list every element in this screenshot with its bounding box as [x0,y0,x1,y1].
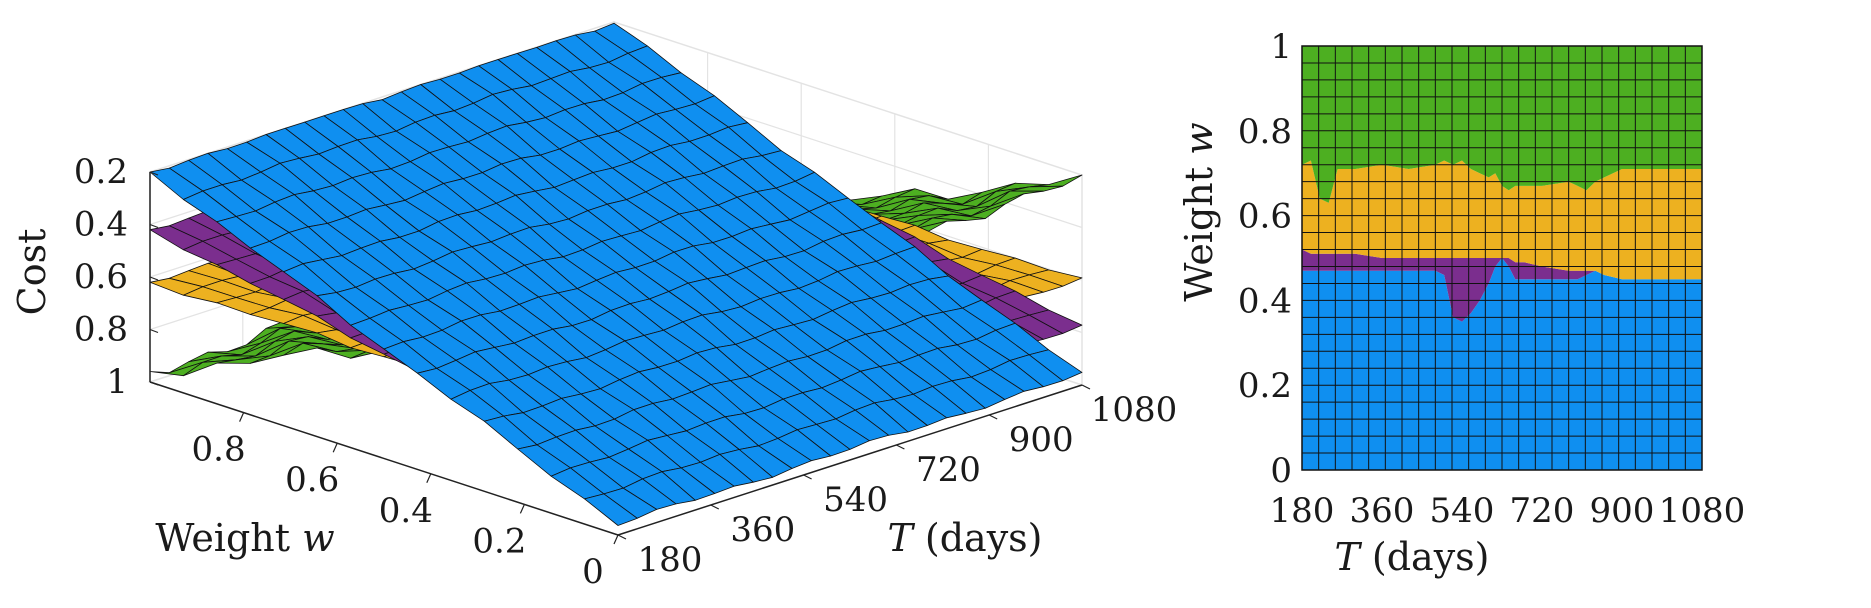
region-weight-tick: 0.2 [1238,366,1292,406]
weight-tick-mark [239,412,245,422]
days-tick-mark [803,474,812,480]
days-tick: 1080 [1091,390,1178,430]
weight-tick-mark [332,442,338,453]
cost-tick-labels: 0.2 0.4 0.6 0.8 1 [74,152,159,402]
days-tick: 900 [1009,420,1074,460]
days-tick-mark [988,414,998,420]
region-days-tick: 360 [1350,491,1415,531]
region-days-ticks: 180 360 540 720 900 1080 [1270,491,1746,531]
days-tick: 720 [916,450,981,490]
cost-tick-mark [149,276,159,281]
days-tick-mark [1081,384,1091,390]
region-weight-ticks: 0 0.2 0.4 0.6 0.8 1 [1238,27,1292,491]
cost-tick: 0.6 [74,257,128,297]
surface-blue [149,22,1083,526]
region-grid [1302,46,1702,470]
cost-axis-label: Cost [10,229,54,316]
surface-weight-axis-label: Weight w [155,516,334,560]
weight-tick: 0.2 [472,521,526,561]
region-weight-tick: 1 [1270,27,1292,67]
days-tick-mark [896,444,905,450]
region-days-tick: 1080 [1659,491,1746,531]
days-tick: 540 [823,480,888,520]
cost-tick-mark [149,381,159,386]
days-tick: 360 [730,510,795,550]
weight-tick: 0.8 [192,430,246,470]
cost-tick: 0.2 [74,152,128,192]
surface-plot: 0.2 0.4 0.6 0.8 1 0 0.2 0.4 0.6 0.8 180 360 540 720… [10,20,1178,592]
surface-patch [584,493,638,526]
region-plot: 0 0.2 0.4 0.6 0.8 1 180 360 540 720 900 1080 Weigh… [1177,27,1745,579]
weight-tick: 0 [582,552,604,592]
weight-axis-line [149,381,619,536]
cost-tick-mark [149,171,159,176]
region-frame [1301,45,1703,471]
weight-tick: 0.6 [285,460,339,500]
weight-tick: 0.4 [379,491,433,531]
region-weight-tick: 0.6 [1238,197,1292,237]
days-tick-mark [710,504,720,510]
region-weight-axis-label: Weight w [1177,122,1221,301]
days-tick-labels: 180 360 540 720 900 1080 [617,384,1178,580]
cost-tick: 0.8 [74,310,128,350]
region-weight-tick: 0.4 [1238,281,1292,321]
cost-tick-mark [149,328,159,334]
weight-tick-mark [426,473,432,484]
cost-tick: 0.4 [74,205,128,245]
days-tick: 180 [638,540,703,580]
region-days-tick: 540 [1430,491,1495,531]
surface-days-axis-label: T (days) [887,516,1042,560]
region-days-tick: 180 [1270,491,1335,531]
days-tick-mark [617,534,627,540]
weight-tick-mark [613,534,619,545]
weight-tick-labels: 0 0.2 0.4 0.6 0.8 [192,412,619,592]
region-weight-tick: 0.8 [1238,112,1292,152]
region-days-tick: 720 [1510,491,1575,531]
region-weight-tick: 0 [1270,451,1292,491]
days-axis-line [617,384,1083,536]
region-days-axis-label: T (days) [1334,535,1489,579]
cost-tick: 1 [106,362,128,402]
cost-surfaces [149,22,1083,526]
region-days-tick: 900 [1590,491,1655,531]
cost-tick-mark [149,223,159,229]
weight-tick-mark [519,504,525,514]
